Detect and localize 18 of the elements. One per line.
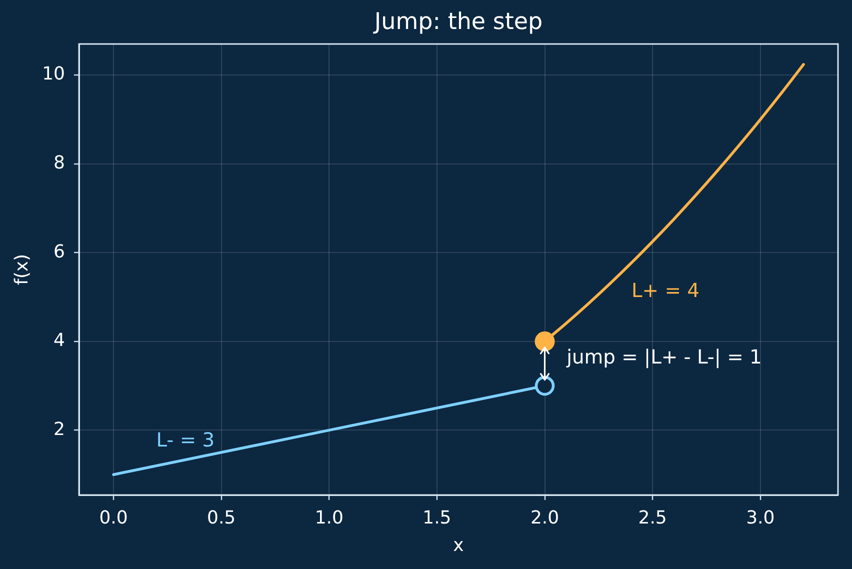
y-axis-title: f(x)	[11, 254, 32, 286]
annotation: L+ = 4	[631, 278, 700, 302]
chart-title: Jump: the step	[372, 8, 543, 35]
x-tick-label: 0.5	[206, 507, 236, 528]
x-tick-label: 2.5	[638, 507, 667, 528]
x-tick-label: 2.0	[530, 507, 560, 528]
annotation: L- = 3	[156, 428, 215, 452]
annotation: jump = |L+ - L-| = 1	[566, 345, 762, 368]
x-tick-label: 1.5	[422, 507, 452, 528]
x-tick-label: 1.0	[314, 507, 344, 528]
y-tick-label: 2	[54, 418, 65, 440]
x-tick-label: 3.0	[746, 507, 775, 528]
y-tick-label: 6	[54, 241, 65, 262]
x-axis-title: x	[453, 534, 464, 556]
y-tick-label: 10	[42, 64, 65, 85]
y-tick-label: 4	[54, 330, 65, 352]
x-tick-label: 0.0	[99, 507, 128, 528]
y-tick-label: 8	[54, 152, 65, 174]
